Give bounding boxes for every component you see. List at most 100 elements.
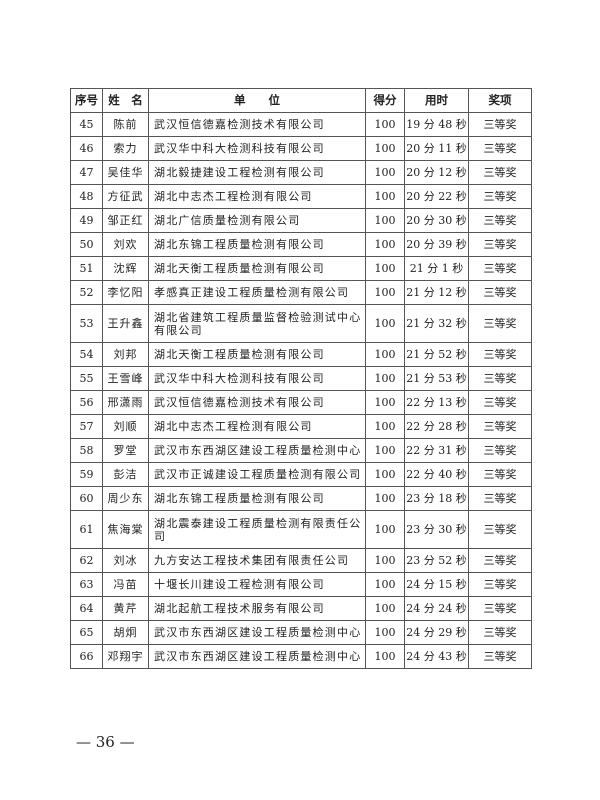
time-used: 22 分 28 秒 [404,414,469,439]
table-row: 64 黄芹 湖北起航工程技术服务有限公司 100 24 分 24 秒三等奖 [70,596,532,621]
person-name: 焦海棠 [102,510,149,549]
time-used: 21 分 52 秒 [404,342,469,367]
award: 三等奖 [468,390,532,415]
table-row: 49 邹正红 湖北广信质量检测有限公司 100 20 分 30 秒三等奖 [70,208,532,233]
row-index: 58 [70,438,103,463]
table-row: 47 吴佳华 湖北毅捷建设工程检测有限公司 100 20 分 12 秒三等奖 [70,160,532,185]
time-used: 22 分 31 秒 [404,438,469,463]
score: 100 [365,136,405,161]
row-index: 60 [70,486,103,511]
time-used: 24 分 15 秒 [404,572,469,597]
time-used: 20 分 22 秒 [404,184,469,209]
row-index: 48 [70,184,103,209]
person-name: 吴佳华 [102,160,149,185]
time-used: 24 分 29 秒 [404,620,469,645]
table-row: 51 沈辉 湖北天衡工程质量检测有限公司 100 21 分 1 秒三等奖 [70,256,532,281]
unit-name: 湖北东锦工程质量检测有限公司 [148,232,366,257]
time-used: 22 分 13 秒 [404,390,469,415]
score: 100 [365,596,405,621]
time-used: 24 分 24 秒 [404,596,469,621]
row-index: 45 [70,112,103,137]
table-row: 54 刘邦 湖北天衡工程质量检测有限公司 100 21 分 52 秒三等奖 [70,342,532,367]
person-name: 刘顺 [102,414,149,439]
unit-name: 武汉华中科大检测科技有限公司 [148,136,366,161]
person-name: 刘冰 [102,548,149,573]
unit-name: 湖北震泰建设工程质量检测有限责任公司 [148,510,366,549]
table-row: 52 李忆阳 孝感真正建设工程质量检测有限公司 100 21 分 12 秒三等奖 [70,280,532,305]
award: 三等奖 [468,160,532,185]
score: 100 [365,208,405,233]
time-used: 20 分 12 秒 [404,160,469,185]
award: 三等奖 [468,256,532,281]
score: 100 [365,342,405,367]
row-index: 63 [70,572,103,597]
score: 100 [365,548,405,573]
unit-name: 武汉市正诚建设工程质量检测有限公司 [148,462,366,487]
unit-name: 湖北东锦工程质量检测有限公司 [148,486,366,511]
table-row: 48 方征武 湖北中志杰工程检测有限公司 100 20 分 22 秒三等奖 [70,184,532,209]
score: 100 [365,414,405,439]
award: 三等奖 [468,510,532,549]
score: 100 [365,462,405,487]
time-used: 20 分 11 秒 [404,136,469,161]
person-name: 沈辉 [102,256,149,281]
table-row: 65 胡炯 武汉市东西湖区建设工程质量检测中心 100 24 分 29 秒三等奖 [70,620,532,645]
row-index: 47 [70,160,103,185]
unit-name: 武汉市东西湖区建设工程质量检测中心 [148,620,366,645]
person-name: 方征武 [102,184,149,209]
score: 100 [365,644,405,669]
person-name: 罗堂 [102,438,149,463]
score: 100 [365,620,405,645]
row-index: 65 [70,620,103,645]
award: 三等奖 [468,304,532,343]
person-name: 刘邦 [102,342,149,367]
row-index: 49 [70,208,103,233]
score: 100 [365,438,405,463]
person-name: 李忆阳 [102,280,149,305]
table-row: 58 罗堂 武汉市东西湖区建设工程质量检测中心 100 22 分 31 秒三等奖 [70,438,532,463]
award: 三等奖 [468,438,532,463]
unit-name: 孝感真正建设工程质量检测有限公司 [148,280,366,305]
score: 100 [365,160,405,185]
award: 三等奖 [468,112,532,137]
person-name: 王升鑫 [102,304,149,343]
unit-name: 湖北中志杰工程检测有限公司 [148,414,366,439]
time-used: 21 分 12 秒 [404,280,469,305]
unit-name: 武汉市东西湖区建设工程质量检测中心 [148,644,366,669]
person-name: 刘欢 [102,232,149,257]
table-row: 62 刘冰 九方安达工程技术集团有限责任公司 100 23 分 52 秒三等奖 [70,548,532,573]
header-unit: 单 位 [148,88,366,113]
person-name: 索力 [102,136,149,161]
award: 三等奖 [468,208,532,233]
score: 100 [365,280,405,305]
award: 三等奖 [468,572,532,597]
award: 三等奖 [468,280,532,305]
row-index: 56 [70,390,103,415]
row-index: 46 [70,136,103,161]
unit-name: 十堰长川建设工程检测有限公司 [148,572,366,597]
row-index: 55 [70,366,103,391]
header-name: 姓 名 [102,88,149,113]
award: 三等奖 [468,232,532,257]
header-score: 得分 [365,88,405,113]
row-index: 50 [70,232,103,257]
time-used: 21 分 1 秒 [404,256,469,281]
table-row: 57 刘顺 湖北中志杰工程检测有限公司 100 22 分 28 秒三等奖 [70,414,532,439]
person-name: 周少东 [102,486,149,511]
score: 100 [365,510,405,549]
page-number: — 36 — [76,733,135,751]
time-used: 22 分 40 秒 [404,462,469,487]
table-row: 50 刘欢 湖北东锦工程质量检测有限公司 100 20 分 39 秒三等奖 [70,232,532,257]
table-row: 46 索力 武汉华中科大检测科技有限公司 100 20 分 11 秒三等奖 [70,136,532,161]
time-used: 23 分 18 秒 [404,486,469,511]
table-row: 56 邢潇雨 武汉恒信德嘉检测技术有限公司 100 22 分 13 秒三等奖 [70,390,532,415]
award: 三等奖 [468,136,532,161]
unit-name: 湖北天衡工程质量检测有限公司 [148,256,366,281]
table-row: 63 冯苗 十堰长川建设工程检测有限公司 100 24 分 15 秒三等奖 [70,572,532,597]
row-index: 59 [70,462,103,487]
unit-name: 湖北中志杰工程检测有限公司 [148,184,366,209]
award: 三等奖 [468,644,532,669]
row-index: 66 [70,644,103,669]
row-index: 57 [70,414,103,439]
award: 三等奖 [468,414,532,439]
